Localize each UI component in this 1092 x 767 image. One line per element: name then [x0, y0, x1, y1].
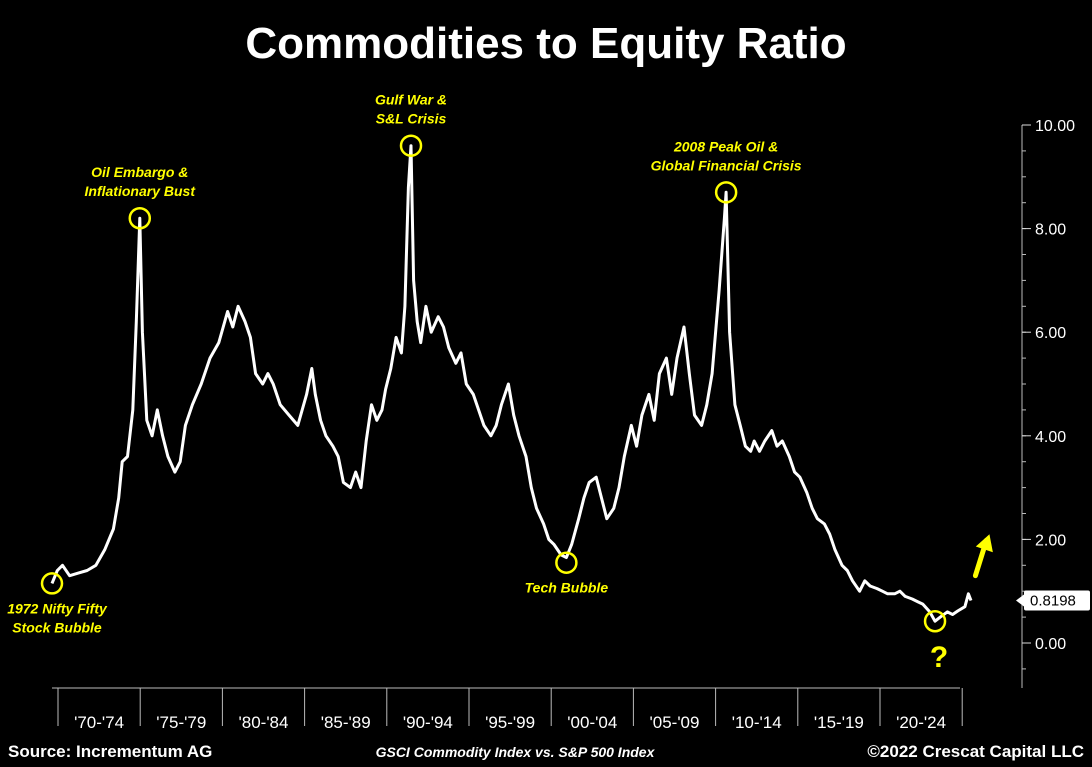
x-tick-label: '10-'14: [732, 713, 782, 732]
x-tick-label: '90-'94: [403, 713, 453, 732]
annotation-circle: [128, 206, 152, 230]
y-tick-label: 0.00: [1035, 636, 1066, 653]
annotation-label: Global Financial Crisis: [651, 157, 802, 173]
y-tick-label: 10.00: [1035, 118, 1075, 135]
annotation-label: ?: [930, 641, 948, 674]
annotation-circle: [399, 134, 423, 157]
annotation-label: Tech Bubble: [525, 580, 609, 596]
y-tick-label: 8.00: [1035, 222, 1066, 239]
footer-source: Source: Incrementum AG: [8, 742, 212, 761]
annotation-label: 1972 Nifty Fifty: [7, 600, 108, 616]
plot-area: 0.8198: [50, 144, 1090, 623]
annotation-label: Stock Bubble: [12, 619, 102, 635]
x-tick-label: '95-'99: [485, 713, 535, 732]
axes: 0.00 2.00 4.00 6.00 8.00 10.00 '70-'74 '75-'79 '…: [52, 118, 1075, 732]
annotation-label: Inflationary Bust: [85, 183, 197, 199]
chart-title: Commodities to Equity Ratio: [245, 19, 846, 68]
annotation-label: S&L Crisis: [376, 111, 447, 127]
footer-copyright: ©2022 Crescat Capital LLC: [867, 742, 1084, 761]
annotation-label: Oil Embargo &: [91, 164, 188, 180]
y-tick-label: 2.00: [1035, 532, 1066, 549]
x-tick-label: '20-'24: [896, 713, 946, 732]
last-value-badge: [1024, 590, 1090, 611]
x-tick-label: '70-'74: [74, 713, 124, 732]
x-tick-label: '15-'19: [814, 713, 864, 732]
x-tick-label: '05-'09: [650, 713, 700, 732]
annotation-circle: [714, 181, 738, 204]
footer-subtitle: GSCI Commodity Index vs. S&P 500 Index: [376, 744, 656, 760]
y-tick-label: 4.00: [1035, 429, 1066, 446]
annotation-circle: [923, 609, 947, 633]
annotation-label: Gulf War &: [375, 92, 447, 108]
series-line: [50, 144, 973, 623]
last-value-label: 0.8198: [1030, 593, 1076, 610]
x-tick-label: '85-'89: [321, 713, 371, 732]
annotation-circle: [40, 572, 64, 595]
annotation-label: 2008 Peak Oil &: [673, 138, 778, 154]
up-arrow-head: [975, 534, 993, 553]
annotation-circle: [555, 551, 578, 574]
x-tick-label: '00-'04: [567, 713, 617, 732]
annotations: 1972 Nifty Fifty Stock Bubble Oil Embargo …: [7, 92, 993, 674]
x-tick-label: '75-'79: [156, 713, 206, 732]
x-tick-label: '80-'84: [239, 713, 289, 732]
y-tick-label: 6.00: [1035, 325, 1066, 342]
last-value-pointer: [1016, 594, 1024, 607]
